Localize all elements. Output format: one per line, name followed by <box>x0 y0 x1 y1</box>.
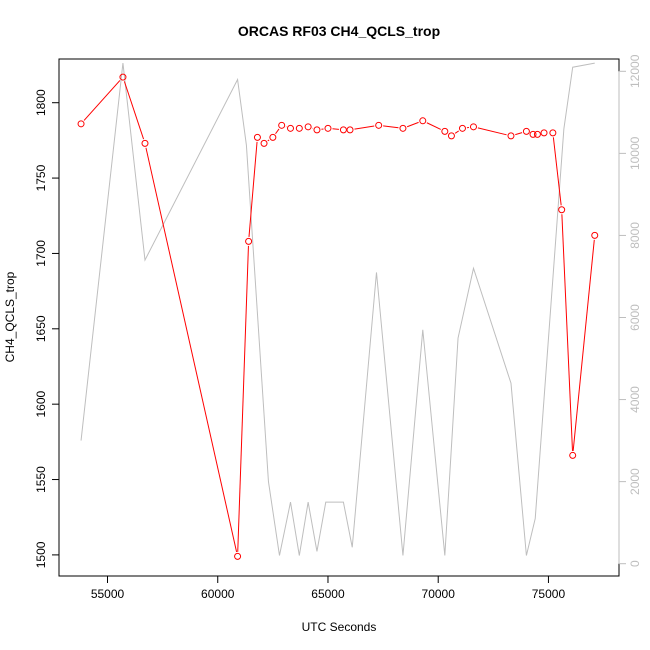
data-point <box>540 129 548 137</box>
data-point <box>419 117 427 125</box>
y-tick-label: 1500 <box>34 541 48 568</box>
series-line-segment <box>83 80 121 121</box>
series-layer <box>77 62 599 560</box>
y-tick-label: 1750 <box>34 164 48 191</box>
series-line-segment <box>275 128 280 135</box>
series-line-segment <box>332 128 339 130</box>
data-point <box>549 129 557 137</box>
data-point <box>507 132 515 140</box>
y-tick-label: 1800 <box>34 89 48 116</box>
y2-tick-label: 6000 <box>628 304 642 331</box>
series-line-segment <box>354 125 375 130</box>
y-tick-label: 1650 <box>34 315 48 342</box>
y2-tick-label: 10000 <box>628 136 642 170</box>
data-point <box>119 73 127 81</box>
x-axis: 55000 60000 65000 70000 75000 <box>91 575 566 601</box>
series-line-segment <box>406 121 419 128</box>
data-point <box>234 552 242 560</box>
data-point <box>399 124 407 132</box>
series-line-segment <box>515 132 523 136</box>
y-tick-label: 1700 <box>34 240 48 267</box>
x-tick-label: 70000 <box>422 587 456 601</box>
y2-tick-label: 12000 <box>628 54 642 88</box>
x-tick-label: 65000 <box>311 587 345 601</box>
y2-axis: 0 2000 4000 6000 8000 10000 12000 <box>618 54 642 567</box>
data-point <box>441 127 449 135</box>
secondary-series-line <box>80 62 595 556</box>
y-axis-label: CH4_QCLS_trop <box>3 271 17 362</box>
data-point <box>346 126 354 134</box>
x-tick-label: 75000 <box>532 587 566 601</box>
data-point <box>260 139 268 147</box>
data-point <box>286 124 294 132</box>
y2-tick-label: 4000 <box>628 386 642 413</box>
y2-tick-label: 2000 <box>628 468 642 495</box>
x-axis-label: UTC Seconds <box>302 620 377 634</box>
data-point <box>447 132 455 140</box>
y-tick-label: 1550 <box>34 466 48 493</box>
data-point <box>313 126 321 134</box>
data-point <box>375 121 383 129</box>
series-line-segment <box>561 214 573 451</box>
data-point <box>339 126 347 134</box>
data-point <box>591 231 599 239</box>
series-line-segment <box>383 125 399 129</box>
data-point <box>269 133 277 141</box>
series-line-segment <box>572 239 595 451</box>
data-point <box>278 121 286 129</box>
data-point <box>245 237 253 245</box>
series-line-segment <box>267 139 270 142</box>
data-point <box>141 139 149 147</box>
chart-title: ORCAS RF03 CH4_QCLS_trop <box>238 23 440 39</box>
data-point <box>533 130 541 138</box>
y2-tick-label: 8000 <box>628 222 642 249</box>
data-point <box>324 124 332 132</box>
x-tick-label: 60000 <box>201 587 235 601</box>
y2-tick-label: 0 <box>628 560 642 567</box>
data-point <box>522 127 530 135</box>
series-line-segment <box>123 81 145 140</box>
data-point <box>558 206 566 214</box>
data-point <box>469 123 477 131</box>
data-point <box>458 124 466 132</box>
x-tick-label: 55000 <box>91 587 125 601</box>
series-line-segment <box>248 141 258 237</box>
series-line-segment <box>145 147 238 553</box>
series-line-segment <box>237 245 249 552</box>
series-line-segment <box>552 137 562 206</box>
data-point <box>304 123 312 131</box>
series-line-segment <box>426 122 441 130</box>
y-axis: 1500 1550 1600 1650 1700 1750 1800 <box>34 89 60 568</box>
data-point <box>569 451 577 459</box>
data-point <box>253 133 261 141</box>
y-tick-label: 1600 <box>34 390 48 417</box>
data-point <box>529 130 537 138</box>
series-line-segment <box>454 130 460 134</box>
data-point <box>295 124 303 132</box>
series-line-segment <box>477 127 507 136</box>
data-point <box>77 120 85 128</box>
